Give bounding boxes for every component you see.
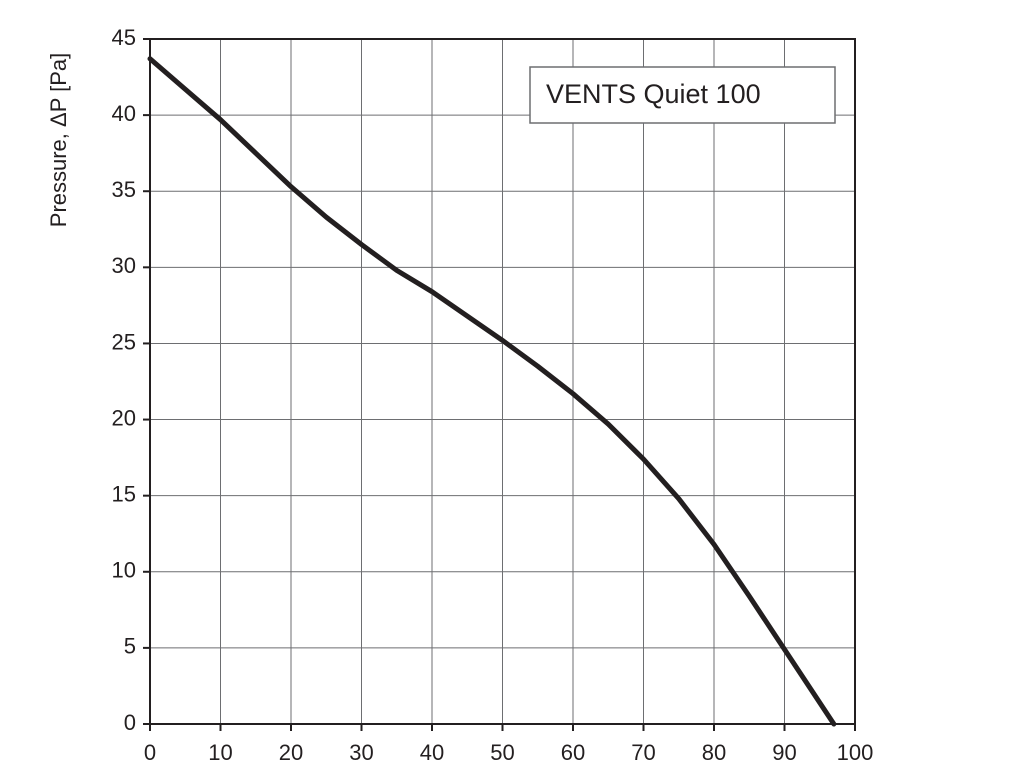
x-tick-label: 30	[349, 740, 373, 765]
x-tick-label: 90	[772, 740, 796, 765]
x-tick-label: 20	[279, 740, 303, 765]
x-tick-label: 60	[561, 740, 585, 765]
y-tick-label: 10	[112, 558, 136, 583]
y-tick-label: 20	[112, 405, 136, 430]
y-tick-label: 40	[112, 101, 136, 126]
y-tick-label: 0	[124, 710, 136, 735]
x-tick-label: 100	[837, 740, 874, 765]
legend-box	[529, 66, 836, 124]
y-tick-label: 30	[112, 253, 136, 278]
x-tick-label: 50	[490, 740, 514, 765]
y-tick-label: 45	[112, 25, 136, 50]
x-tick-label: 70	[631, 740, 655, 765]
plot-frame	[149, 38, 856, 725]
y-tick-label: 35	[112, 177, 136, 202]
y-tick-label: 15	[112, 481, 136, 506]
x-tick-label: 10	[208, 740, 232, 765]
y-tick-label: 5	[124, 634, 136, 659]
curve	[147, 56, 837, 727]
y-tick-label: 25	[112, 329, 136, 354]
x-tick-label: 80	[702, 740, 726, 765]
x-tick-label: 0	[144, 740, 156, 765]
legend-label: VENTS Quiet 100	[546, 79, 761, 109]
y-axis-label: Pressure, ΔP [Pa]	[46, 53, 71, 227]
x-tick-label: 40	[420, 740, 444, 765]
